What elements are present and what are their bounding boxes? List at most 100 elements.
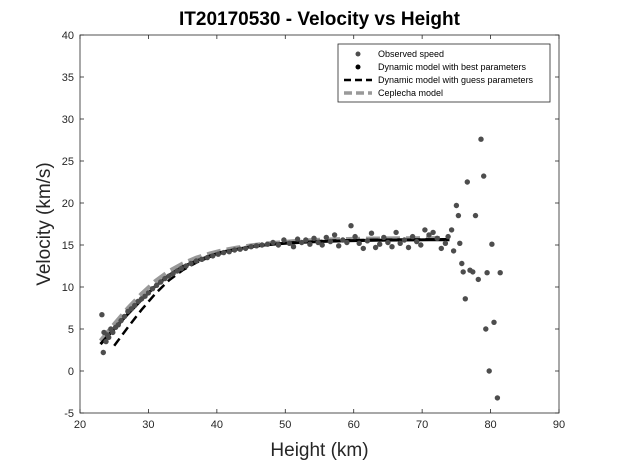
observed-point [475,276,481,283]
x-axis-title: Height (km) [270,440,368,461]
observed-point [199,256,205,262]
observed-point [188,260,194,267]
observed-point [344,239,350,246]
observed-point [478,136,484,142]
observed-point [497,270,503,276]
observed-point [307,241,313,247]
legend-symbol-best [355,64,361,70]
y-axis: -5 0 5 10 15 20 25 30 35 40 [62,30,559,420]
x-tick-label: 80 [484,419,496,431]
observed-point [153,282,160,288]
observed-point [100,349,107,356]
observed-point [210,253,216,259]
observed-point [397,240,403,246]
observed-point [462,296,468,302]
observed-point [303,237,309,243]
observed-point [311,235,317,241]
legend-entry-guess: Dynamic model with guess parameters [344,75,534,85]
plot-frame [79,34,560,414]
observed-point [405,244,412,251]
observed-point [226,249,232,255]
observed-point [422,227,428,233]
y-tick-label: 25 [62,156,74,168]
observed-point [183,263,189,269]
observed-point [453,202,460,209]
observed-point [401,237,408,243]
y-tick-label: 30 [62,114,74,126]
observed-point [340,237,346,243]
observed-point [327,238,334,245]
observed-point [323,234,329,241]
x-tick-label: 20 [74,419,86,431]
observed-point [162,275,168,282]
observed-point [149,286,156,292]
observed-point [290,244,297,250]
observed-point [128,306,134,312]
observed-point [434,235,440,241]
observed-point [315,239,321,246]
observed-point [470,269,476,275]
legend-box [337,43,551,103]
y-tick-label: 0 [68,366,74,378]
observed-point [445,233,451,240]
y-tick-label: 20 [62,198,74,210]
observed-point [364,238,371,244]
y-tick-label: 15 [62,240,74,252]
observed-point [459,260,465,267]
observed-point [99,312,105,318]
observed-point [352,233,358,240]
observed-point [414,238,420,245]
observed-point [115,322,122,328]
y-tick-label: 35 [62,72,74,84]
y-axis-title: Velocity (km/s) [34,162,55,286]
x-tick-label: 60 [348,419,360,431]
observed-point [270,239,276,246]
observed-point [237,246,243,252]
observed-point [372,244,379,251]
observed-point [438,245,444,252]
observed-point [166,273,172,279]
observed-point [294,236,301,242]
observed-point [489,241,495,247]
observed-point [110,329,116,336]
observed-point [460,269,466,275]
observed-point [418,242,424,248]
x-tick-label: 90 [553,419,565,431]
legend-label-ceplecha: Ceplecha model [378,88,443,98]
chart-title: IT20170530 - Velocity vs Height [179,9,461,30]
legend-entry-observed: Observed speed [355,49,444,59]
observed-point [145,290,152,296]
observed-point [393,229,399,236]
x-tick-label: 50 [279,419,291,431]
observed-point [486,368,492,374]
observed-point [275,242,282,248]
observed-point [483,326,489,332]
observed-point [221,249,227,256]
observed-point [281,237,287,243]
observed-point [472,212,479,219]
observed-point [170,270,176,277]
y-tick-label: 5 [68,324,74,336]
observed-point [481,173,487,179]
observed-point [215,251,221,257]
legend-symbol-observed [355,51,361,57]
observed-point [448,227,455,233]
observed-point [264,241,271,247]
observed-point [409,233,416,240]
observed-point [142,293,148,299]
observed-point [455,212,462,219]
observed-point [242,245,249,252]
observed-point [118,317,124,324]
legend-label-observed: Observed speed [378,49,444,59]
observed-point [231,247,238,253]
observed-point [348,223,354,229]
observed-point [106,334,112,341]
observed-point [457,240,463,246]
observed-point [385,239,391,246]
observed-point [491,319,497,325]
legend-label-guess: Dynamic model with guess parameters [378,75,534,85]
observed-point [484,270,490,276]
y-tick-label: -5 [64,408,74,420]
legend-label-best: Dynamic model with best parameters [378,62,527,72]
